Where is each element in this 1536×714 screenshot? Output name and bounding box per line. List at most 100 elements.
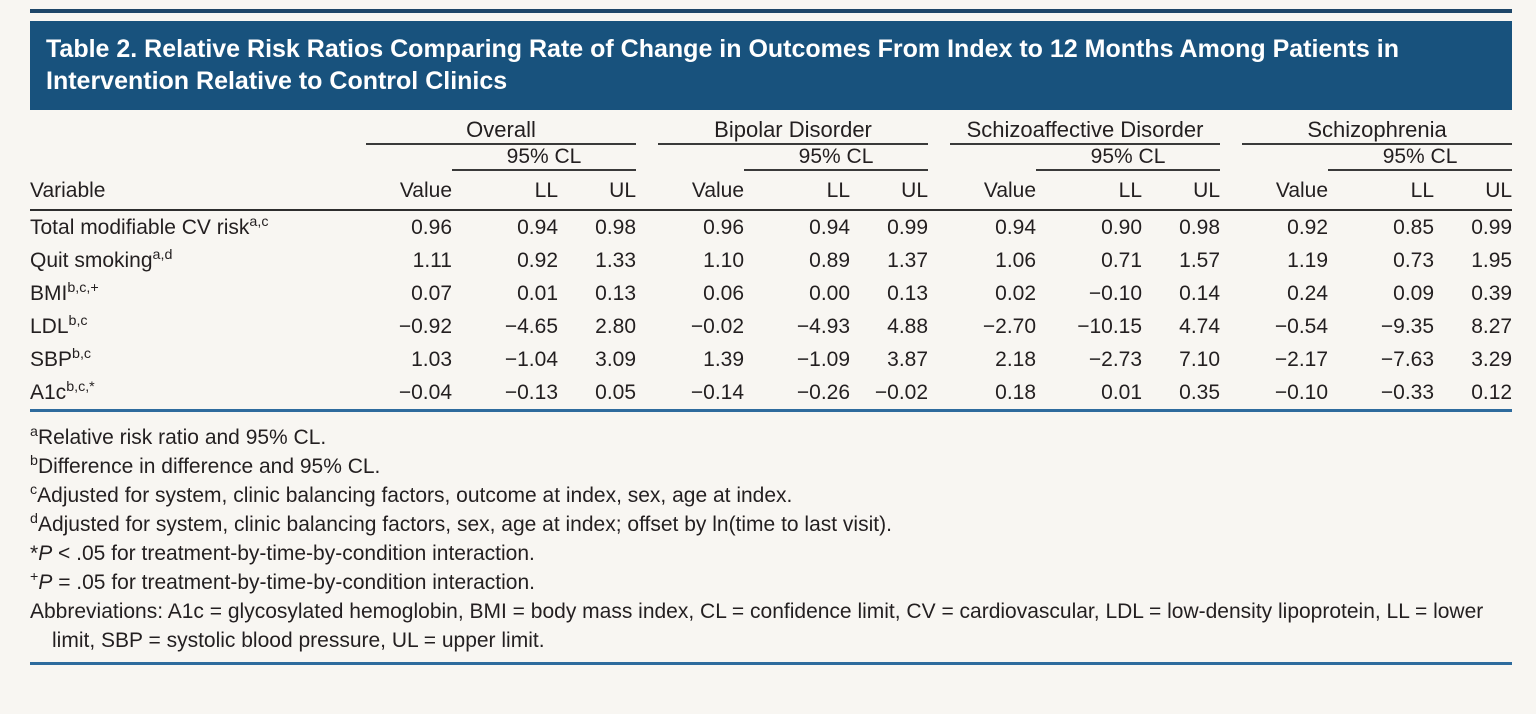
- row-label-text: Quit smoking: [30, 249, 153, 272]
- value-cell: 0.39: [1471, 282, 1513, 305]
- spacer: [30, 117, 366, 144]
- value-cell: 1.57: [1179, 249, 1221, 272]
- footnote-text: Adjusted for system, clinic balancing fa…: [37, 484, 793, 507]
- value-cell: −0.10: [1242, 376, 1329, 412]
- footnote-p-symbol: P: [38, 571, 53, 594]
- row-label-text: A1c: [30, 381, 67, 404]
- spacer: [928, 310, 950, 343]
- value-cell: −0.13: [452, 376, 558, 412]
- row-label: Total modifiable CV riska,c: [30, 210, 344, 244]
- value-cell: 0.90: [1101, 216, 1143, 239]
- value-cell: −2.70: [982, 315, 1037, 338]
- spacer: [636, 310, 658, 343]
- spacer: [344, 244, 366, 277]
- column-header-ul: UL: [1142, 170, 1221, 211]
- value-cell: 1.03: [411, 348, 452, 371]
- value-cell: −0.10: [1088, 282, 1143, 305]
- row-label-superscript: b,c: [72, 346, 92, 362]
- value-cell: 0.85: [1393, 216, 1435, 239]
- value-cell: 0.94: [809, 216, 851, 239]
- value-cell: 0.06: [703, 282, 745, 305]
- footnote-plus: +P = .05 for treatment-by-time-by-condit…: [30, 568, 1512, 597]
- cl-header-schizophrenia: 95% CL: [1328, 144, 1513, 171]
- spacer: [636, 117, 658, 144]
- footnote-c: cAdjusted for system, clinic balancing f…: [30, 481, 1512, 510]
- row-label: LDLb,c: [30, 310, 344, 343]
- spacer: [636, 144, 658, 170]
- group-header-bipolar: Bipolar Disorder: [658, 117, 929, 145]
- spacer: [636, 170, 659, 211]
- value-cell: −7.63: [1380, 348, 1435, 371]
- spacer: [344, 210, 366, 244]
- value-cell: 0.09: [1393, 282, 1435, 305]
- value-cell: 1.10: [703, 249, 745, 272]
- value-cell: −0.92: [398, 315, 452, 338]
- spacer: [1220, 117, 1242, 144]
- row-label-text: LDL: [30, 315, 69, 338]
- table-row-bmi: BMIb,c,+ 0.07 0.01 0.13 0.06 0.00 0.13 0…: [30, 277, 1512, 310]
- footnote-marker: *: [30, 542, 39, 565]
- spacer: [1220, 144, 1242, 170]
- row-label-superscript: a,c: [249, 214, 269, 230]
- cl-header-schizoaffective: 95% CL: [1036, 144, 1221, 171]
- spacer: [1220, 310, 1242, 343]
- spacer: [344, 277, 366, 310]
- row-label-text: SBP: [30, 348, 73, 371]
- row-label-superscript: b,c,+: [67, 280, 99, 296]
- column-header-value: Value: [950, 170, 1037, 211]
- spacer: [658, 144, 744, 170]
- value-cell: 0.73: [1393, 249, 1435, 272]
- row-label: Quit smokinga,d: [30, 244, 344, 277]
- relative-risk-table: Overall Bipolar Disorder Schizoaffective…: [30, 117, 1513, 412]
- column-header-row: Variable Value LL UL Value LL UL Value L…: [30, 170, 1513, 211]
- column-header-ll: LL: [1328, 170, 1435, 211]
- row-label: BMIb,c,+: [30, 277, 344, 310]
- column-header-value: Value: [658, 170, 745, 211]
- column-header-ul: UL: [1434, 170, 1513, 211]
- spacer: [928, 144, 950, 170]
- value-cell: −2.73: [1088, 348, 1143, 371]
- spacer: [1220, 376, 1243, 412]
- bottom-border-rule: [30, 662, 1512, 665]
- table-row-cv-risk: Total modifiable CV riska,c 0.96 0.94 0.…: [30, 210, 1512, 244]
- row-label-text: Total modifiable CV risk: [30, 216, 250, 239]
- spacer: [928, 170, 951, 211]
- spacer: [366, 144, 452, 170]
- value-cell: 3.09: [595, 348, 637, 371]
- spacer: [1242, 144, 1328, 170]
- column-header-ul: UL: [850, 170, 929, 211]
- spacer: [636, 376, 659, 412]
- value-cell: 0.99: [1471, 216, 1513, 239]
- footnote-star: *P < .05 for treatment-by-time-by-condit…: [30, 539, 1512, 568]
- footnote-abbreviations: Abbreviations: A1c = glycosylated hemogl…: [30, 600, 1484, 652]
- spacer: [30, 144, 366, 170]
- value-cell: −1.09: [796, 348, 851, 371]
- spacer: [344, 376, 366, 412]
- spacer: [928, 277, 950, 310]
- spacer: [1220, 170, 1243, 211]
- value-cell: −10.15: [1077, 315, 1143, 338]
- row-label-text: BMI: [30, 282, 68, 305]
- footnote-marker: +: [30, 569, 39, 585]
- value-cell: 0.13: [595, 282, 637, 305]
- value-cell: 0.18: [950, 376, 1037, 412]
- value-cell: 0.99: [887, 216, 929, 239]
- value-cell: 0.94: [517, 216, 558, 239]
- table-figure: Table 2. Relative Risk Ratios Comparing …: [30, 9, 1513, 665]
- footnote-marker: b: [30, 453, 38, 469]
- value-cell: −9.35: [1380, 315, 1435, 338]
- value-cell: 0.14: [1179, 282, 1221, 305]
- value-cell: 0.96: [411, 216, 452, 239]
- row-label: SBPb,c: [30, 343, 344, 376]
- value-cell: 0.98: [595, 216, 637, 239]
- spacer: [636, 277, 658, 310]
- row-label-superscript: b,c: [68, 313, 88, 329]
- value-cell: 8.27: [1471, 315, 1513, 338]
- group-header-overall: Overall: [366, 117, 637, 145]
- footnote-p-symbol: P: [38, 542, 53, 565]
- value-cell: 0.00: [809, 282, 851, 305]
- spacer: [1220, 277, 1242, 310]
- value-cell: 0.05: [558, 376, 637, 412]
- value-cell: −0.02: [850, 376, 929, 412]
- value-cell: −4.65: [504, 315, 558, 338]
